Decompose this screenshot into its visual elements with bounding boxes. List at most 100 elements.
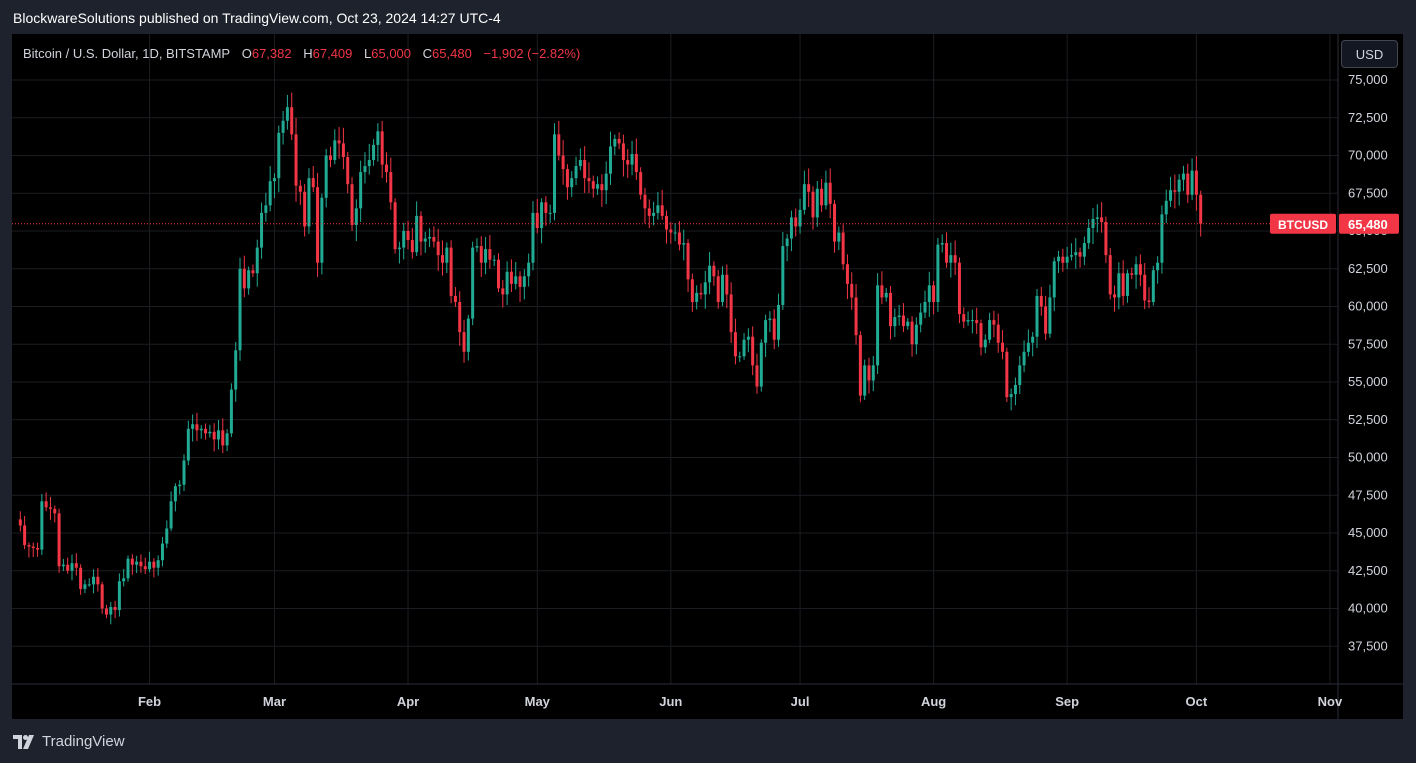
- candle-body: [505, 271, 509, 295]
- candle: [1169, 176, 1173, 207]
- candle-body: [156, 560, 160, 568]
- candle-body: [656, 205, 660, 213]
- candle: [471, 241, 475, 326]
- candle-body: [820, 188, 824, 206]
- candle-body: [402, 231, 406, 248]
- candle-body: [135, 561, 139, 565]
- candle-body: [216, 430, 220, 440]
- candle: [316, 172, 320, 277]
- candle: [449, 240, 453, 304]
- candle-body: [716, 276, 720, 302]
- candle: [708, 251, 712, 295]
- candle-body: [634, 153, 638, 173]
- candle: [462, 319, 466, 363]
- candle: [277, 125, 281, 193]
- tradingview-logo[interactable]: TradingView: [13, 733, 125, 750]
- candle-body: [354, 208, 358, 225]
- candle-body: [751, 336, 755, 366]
- candle-body: [419, 215, 423, 242]
- candle: [781, 232, 785, 310]
- candle-body: [238, 268, 242, 351]
- candle: [70, 554, 74, 581]
- candle: [794, 208, 798, 237]
- candle-body: [1100, 217, 1104, 222]
- candle: [100, 581, 104, 614]
- candle: [27, 542, 31, 558]
- candle-body: [1177, 179, 1181, 192]
- x-tick-label: Feb: [138, 694, 161, 709]
- candle: [109, 602, 113, 625]
- candle: [936, 237, 940, 312]
- x-tick-label: Aug: [921, 694, 946, 709]
- candle: [617, 132, 621, 150]
- candle: [488, 235, 492, 269]
- candle-body: [962, 314, 966, 322]
- candle-body: [669, 229, 673, 233]
- candle-body: [518, 276, 522, 287]
- candle: [897, 305, 901, 326]
- candle-body: [746, 336, 750, 340]
- candlestick-chart[interactable]: 37,500 40,000 42,500 45,000 47,500 50,000 52,5…: [12, 34, 1403, 719]
- candle: [789, 210, 793, 252]
- candle: [587, 162, 591, 194]
- candle-body: [996, 324, 1000, 343]
- candle: [785, 233, 789, 262]
- candle-body: [376, 131, 380, 145]
- y-tick-label: 52,500: [1348, 412, 1388, 427]
- candle-body: [1121, 273, 1125, 296]
- candle: [268, 166, 272, 212]
- candle: [165, 520, 169, 549]
- candle-body: [764, 320, 768, 343]
- candle: [1177, 174, 1181, 206]
- candle-body: [682, 243, 686, 245]
- candle-body: [23, 525, 27, 546]
- candle-body: [553, 134, 556, 213]
- candle: [333, 129, 337, 165]
- candle-body: [1156, 262, 1160, 271]
- candle-body: [453, 295, 457, 302]
- candle-body: [772, 318, 776, 340]
- candle-body: [983, 339, 987, 348]
- candle-body: [906, 321, 910, 327]
- candle: [570, 171, 574, 197]
- candle: [604, 161, 608, 205]
- candle: [104, 604, 108, 619]
- candle-body: [1087, 227, 1091, 244]
- candle: [18, 511, 22, 532]
- candle-body: [880, 285, 884, 298]
- candle: [591, 175, 595, 198]
- y-tick-label: 55,000: [1348, 374, 1388, 389]
- candle: [53, 505, 57, 523]
- candle-body: [92, 576, 96, 585]
- candle-body: [57, 513, 61, 567]
- candle: [466, 315, 470, 361]
- candle: [639, 167, 643, 200]
- candle: [815, 181, 819, 227]
- candle-body: [333, 140, 337, 161]
- candle: [281, 111, 285, 145]
- candle: [1031, 331, 1035, 357]
- candle-body: [932, 285, 936, 302]
- y-tick-label: 75,000: [1348, 72, 1388, 87]
- symbol-tag: BTCUSD: [1270, 213, 1336, 234]
- candle: [807, 168, 811, 207]
- candle: [260, 202, 264, 259]
- candle-body: [449, 247, 453, 296]
- candle-body: [574, 166, 578, 179]
- candle: [182, 454, 186, 492]
- change-value: −1,902 (−2.82%): [483, 46, 581, 61]
- candle: [204, 423, 208, 440]
- chart-area[interactable]: 37,500 40,000 42,500 45,000 47,500 50,000 52,5…: [12, 34, 1403, 719]
- candle: [626, 149, 630, 179]
- candle: [996, 313, 1000, 353]
- candle-body: [1181, 173, 1185, 180]
- currency-button[interactable]: USD: [1341, 40, 1398, 68]
- candle-body: [1044, 306, 1048, 334]
- candle-body: [501, 288, 505, 295]
- candle-body: [130, 558, 134, 565]
- candle: [540, 198, 544, 244]
- candle: [44, 492, 48, 512]
- candle: [152, 558, 156, 578]
- candle: [686, 239, 690, 292]
- candle-body: [988, 320, 992, 340]
